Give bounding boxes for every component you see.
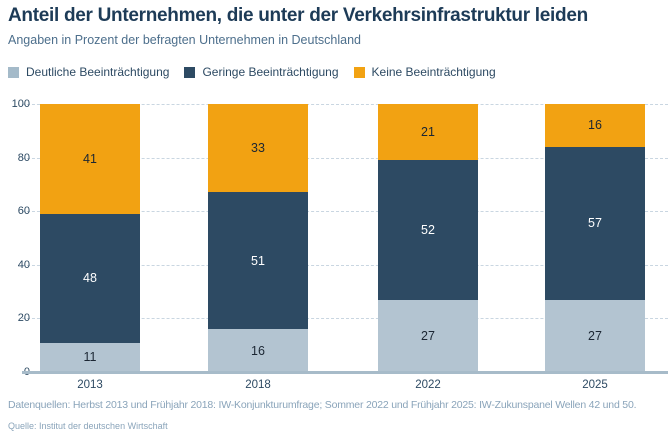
- footer-sources: Datenquellen: Herbst 2013 und Frühjahr 2…: [8, 399, 637, 411]
- legend-swatch: [353, 66, 365, 78]
- bar-segment: 41: [40, 104, 140, 214]
- segment-value-label: 48: [83, 271, 97, 286]
- bar-segment: 11: [40, 342, 140, 372]
- gridline: [22, 264, 668, 266]
- x-axis-label: 2025: [582, 379, 608, 391]
- legend-item: Keine Beeinträchtigung: [353, 65, 496, 79]
- legend-label: Geringe Beeinträchtigung: [202, 65, 339, 79]
- segment-value-label: 27: [421, 328, 435, 343]
- segment-value-label: 21: [421, 125, 435, 140]
- x-axis-label: 2018: [245, 379, 271, 391]
- page-subtitle: Angaben in Prozent der befragten Unterne…: [8, 33, 362, 47]
- y-axis-label: 60: [17, 205, 30, 218]
- stacked-bar-chart: 020406080100 114841201316513320182752212…: [0, 98, 668, 391]
- x-axis-label: 2022: [415, 379, 441, 391]
- legend: Deutliche Beeinträchtigung Geringe Beeint…: [8, 64, 496, 80]
- bar-segment: 27: [378, 299, 478, 372]
- bar-segment: 51: [208, 192, 308, 330]
- page-title: Anteil der Unternehmen, die unter der Ve…: [8, 5, 588, 26]
- bar-segment: 57: [545, 146, 645, 300]
- bar-column: 11 48 41: [40, 104, 140, 372]
- y-axis-label: 80: [17, 151, 30, 164]
- segment-value-label: 57: [588, 216, 602, 231]
- legend-swatch: [8, 66, 19, 78]
- gridline: [22, 211, 668, 213]
- gridline: [22, 318, 668, 320]
- bar-column: 27 52 21: [378, 104, 478, 372]
- bar-segment: 52: [378, 160, 478, 300]
- x-axis-baseline: [22, 371, 668, 374]
- gridline: [22, 104, 668, 105]
- bar-segment: 16: [545, 104, 645, 147]
- gridline: [22, 157, 668, 159]
- segment-value-label: 27: [588, 328, 602, 343]
- bar-segment: 48: [40, 213, 140, 343]
- segment-value-label: 16: [251, 343, 265, 358]
- segment-value-label: 41: [83, 151, 97, 166]
- bar-segment: 21: [378, 104, 478, 161]
- legend-label: Keine Beeinträchtigung: [371, 65, 496, 79]
- bar-segment: 16: [208, 329, 308, 372]
- segment-value-label: 11: [83, 350, 97, 365]
- segment-value-label: 16: [588, 118, 602, 133]
- segment-value-label: 33: [251, 141, 265, 156]
- legend-item: Deutliche Beeinträchtigung: [8, 65, 169, 79]
- bar-segment: 33: [208, 104, 308, 193]
- legend-label: Deutliche Beeinträchtigung: [26, 65, 170, 79]
- segment-value-label: 52: [421, 222, 435, 237]
- bar-column: 27 57 16: [545, 104, 645, 372]
- y-axis-label: 40: [17, 258, 30, 271]
- bar-segment: 27: [545, 299, 645, 372]
- y-axis-label: 20: [17, 312, 30, 325]
- footer-credit: Quelle: Institut der deutschen Wirtschaf…: [8, 421, 168, 431]
- legend-swatch: [184, 66, 196, 78]
- y-axis-label: 100: [11, 98, 30, 110]
- legend-item: Geringe Beeinträchtigung: [184, 65, 339, 79]
- bar-column: 16 51 33: [208, 104, 308, 372]
- x-axis-label: 2013: [77, 379, 103, 391]
- segment-value-label: 51: [251, 253, 265, 268]
